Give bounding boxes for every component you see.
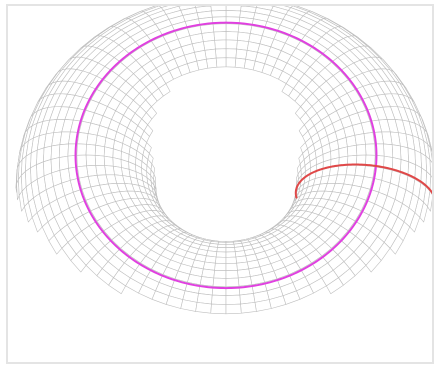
mesh-face xyxy=(225,48,237,59)
mesh-face xyxy=(225,39,238,50)
mesh-face xyxy=(201,31,215,42)
mesh-face xyxy=(225,10,241,18)
mesh-face xyxy=(77,165,89,179)
mesh-face xyxy=(210,303,227,315)
mesh-face xyxy=(225,23,240,33)
mesh-face xyxy=(225,247,236,253)
mesh-face xyxy=(345,134,357,148)
torus-diagram xyxy=(15,6,432,315)
mesh-face xyxy=(206,57,218,69)
mesh-face xyxy=(112,157,122,168)
mesh-face xyxy=(213,269,227,279)
mesh-face xyxy=(225,303,242,315)
mesh-face xyxy=(211,294,227,305)
mesh-face xyxy=(240,302,257,314)
mesh-face xyxy=(103,155,114,167)
mesh-face xyxy=(103,146,114,158)
mesh-face xyxy=(76,154,87,168)
mesh-face xyxy=(216,247,227,253)
mesh-face xyxy=(204,48,217,60)
mesh-face xyxy=(236,40,250,51)
mesh-face xyxy=(211,10,227,18)
mesh-face xyxy=(86,133,98,146)
mesh-face xyxy=(235,48,248,60)
torus-wireframe-mesh xyxy=(15,6,432,315)
mesh-face xyxy=(225,251,237,258)
torus-figure xyxy=(6,4,434,364)
mesh-face xyxy=(95,134,107,148)
mesh-face xyxy=(347,144,358,157)
mesh-face xyxy=(225,277,240,288)
mesh-face xyxy=(58,143,69,158)
mesh-face xyxy=(212,23,227,33)
toroidal-circle-line xyxy=(74,21,378,290)
mesh-face xyxy=(94,144,105,157)
mesh-face xyxy=(225,262,238,272)
mesh-face xyxy=(383,143,394,158)
mesh-face xyxy=(225,294,241,305)
mesh-face xyxy=(214,39,227,50)
mesh-face xyxy=(338,146,349,158)
mesh-face xyxy=(76,143,87,156)
mesh-face xyxy=(195,302,212,314)
mesh-face xyxy=(85,143,96,156)
mesh-face xyxy=(215,256,227,264)
mesh-face xyxy=(85,154,96,167)
mesh-face xyxy=(363,165,375,179)
mesh-face xyxy=(237,31,251,42)
mesh-face xyxy=(225,269,239,279)
mesh-face xyxy=(213,31,227,41)
mesh-face xyxy=(50,144,61,160)
mesh-face xyxy=(234,57,246,69)
mesh-face xyxy=(354,133,366,146)
mesh-face xyxy=(391,144,402,160)
torus-highlight-curves xyxy=(74,21,432,290)
mesh-face xyxy=(215,57,227,68)
mesh-face xyxy=(212,277,227,288)
mesh-face xyxy=(58,155,69,171)
mesh-face xyxy=(214,262,227,272)
mesh-face xyxy=(365,143,376,156)
mesh-face xyxy=(356,143,367,156)
mesh-face xyxy=(215,48,227,59)
mesh-face xyxy=(225,256,237,264)
mesh-face xyxy=(225,31,239,41)
poloidal-circle-line xyxy=(294,163,432,199)
mesh-face xyxy=(215,251,227,258)
mesh-face xyxy=(225,57,237,68)
mesh-face xyxy=(94,154,105,166)
mesh-face xyxy=(202,40,216,51)
